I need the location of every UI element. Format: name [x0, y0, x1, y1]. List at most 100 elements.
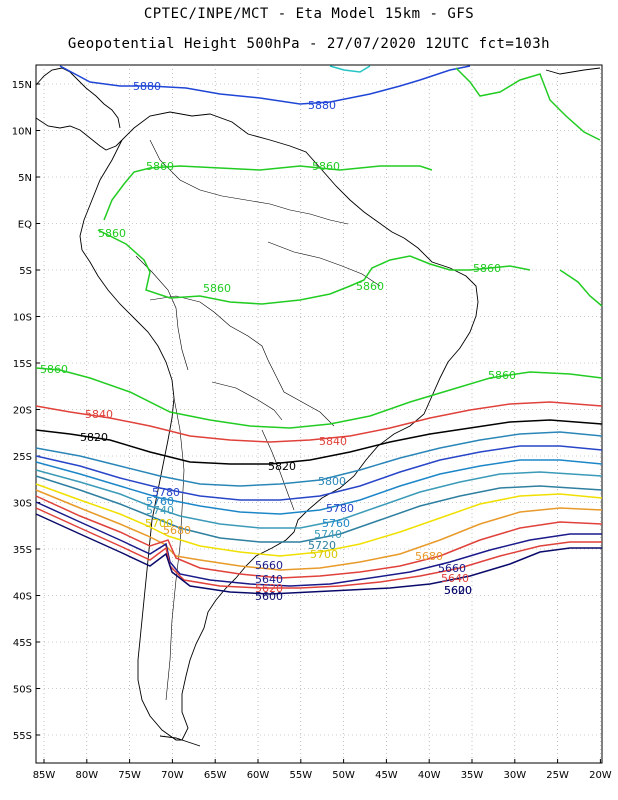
lon-label: 25W [546, 770, 569, 781]
label-5860-h: 5860 [488, 369, 516, 382]
contour-5700 [35, 483, 603, 557]
contour-labels: 5880 5880 5860 5860 5860 5860 5860 5860 … [40, 80, 516, 603]
latitude-labels: 15N 10N 5N EQ 5S 10S 15S 20S 25S 30S 35S 40S 45S 50S 5… [12, 80, 32, 742]
label-5860-a: 5860 [146, 160, 174, 173]
contour-5880-top [59, 65, 471, 105]
south-america-pacific-coast [81, 249, 182, 741]
contour-5860-nw [455, 67, 601, 141]
lon-label: 65W [204, 770, 227, 781]
label-5860-d: 5860 [203, 282, 231, 295]
label-5800: 5800 [318, 475, 346, 488]
label-5880-a: 5880 [133, 80, 161, 93]
label-5660-b: 5660 [438, 562, 466, 575]
label-5860-e: 5860 [356, 280, 384, 293]
contour-5740 [35, 469, 603, 529]
label-5640-a: 5640 [255, 573, 283, 586]
label-5860-b: 5860 [312, 160, 340, 173]
label-5680-a: 5680 [163, 524, 191, 537]
caribbean-coast [121, 111, 405, 239]
central-america-coast [35, 67, 121, 129]
contour-5860-amazon [97, 229, 531, 305]
lat-label: 10S [13, 313, 32, 324]
label-5780-a: 5780 [152, 486, 180, 499]
contour-5820 [35, 419, 603, 465]
label-5860-g: 5860 [40, 363, 68, 376]
chart-title-line2: Geopotential Height 500hPa - 27/07/2020 … [67, 36, 551, 52]
lon-label: 55W [289, 770, 312, 781]
label-5860-c: 5860 [98, 227, 126, 240]
lat-label: 5N [18, 173, 32, 184]
border-argentina-chile [165, 397, 185, 701]
label-5880-b: 5880 [308, 99, 336, 112]
axis-ticks [36, 83, 601, 763]
border-brazil-west [149, 295, 335, 427]
contour-5660 [35, 495, 603, 579]
lon-label: 70W [161, 770, 184, 781]
label-5840-a: 5840 [85, 408, 113, 421]
lon-label: 85W [33, 770, 56, 781]
contour-5640 [35, 501, 602, 587]
lat-label: 20S [13, 406, 32, 417]
label-5760-b: 5760 [322, 517, 350, 530]
lon-label: 60W [247, 770, 270, 781]
tierra-del-fuego [159, 735, 201, 747]
lon-label: 75W [118, 770, 141, 781]
lat-label: 45S [13, 638, 32, 649]
lon-label: 30W [503, 770, 526, 781]
lat-label: 40S [13, 592, 32, 603]
border-colombia-venezuela [149, 139, 349, 225]
label-5760-a: 5760 [146, 495, 174, 508]
border-brazil-interior [267, 241, 381, 287]
lat-label: 5S [19, 266, 32, 277]
lat-label: 25S [13, 452, 32, 463]
lat-label: 50S [13, 685, 32, 696]
lon-label: 40W [418, 770, 441, 781]
label-5740-a: 5740 [146, 504, 174, 517]
label-5660-a: 5660 [255, 559, 283, 572]
contour-5880-cyan [329, 65, 371, 73]
lon-label: 20W [589, 770, 612, 781]
contour-5800 [35, 431, 603, 487]
chart-title-line1: CPTEC/INPE/MCT - Eta Model 15km - GFS [143, 6, 475, 22]
label-5700-a: 5700 [145, 517, 173, 530]
lon-label: 80W [75, 770, 98, 781]
label-5720: 5720 [308, 539, 336, 552]
label-5620-a: 5620 [255, 582, 283, 595]
label-5640-b: 5640 [441, 572, 469, 585]
contour-lines [35, 65, 603, 595]
label-5680-b: 5680 [415, 550, 443, 563]
lat-label: 15S [13, 359, 32, 370]
plot-frame [35, 64, 603, 764]
longitude-labels: 85W 80W 75W 70W 65W 60W 55W 50W 45W 40W 35W 30W 25W 2… [33, 770, 612, 781]
contour-5600 [35, 513, 602, 595]
label-5820-b: 5820 [268, 460, 296, 473]
label-5600-b: 5600 [444, 584, 472, 597]
lon-label: 35W [461, 770, 484, 781]
label-5840-b: 5840 [319, 435, 347, 448]
label-5860-f: 5860 [473, 262, 501, 275]
andes-pacific-north [79, 139, 123, 251]
contour-5860-east [559, 269, 603, 307]
lat-label: 55S [13, 731, 32, 742]
label-5620-b: 5620 [444, 584, 472, 597]
contour-5680 [35, 489, 603, 571]
contour-5780 [35, 445, 603, 501]
lat-label: 30S [13, 499, 32, 510]
label-5600-a: 5600 [255, 590, 283, 603]
label-5820-a: 5820 [80, 431, 108, 444]
label-5740-b: 5740 [314, 528, 342, 541]
lon-label: 50W [332, 770, 355, 781]
lat-label: EQ [18, 220, 32, 231]
lat-label: 35S [13, 545, 32, 556]
label-5700-b: 5700 [310, 548, 338, 561]
contour-5840 [35, 401, 603, 443]
lat-label: 10N [12, 127, 32, 138]
border-bolivia-paraguay [211, 381, 283, 421]
contour-5860-north [103, 165, 433, 221]
central-america-south [35, 117, 123, 151]
lon-label: 45W [375, 770, 398, 781]
lat-label: 15N [12, 80, 32, 91]
border-peru-bolivia [135, 255, 189, 371]
contour-5760 [35, 459, 603, 515]
